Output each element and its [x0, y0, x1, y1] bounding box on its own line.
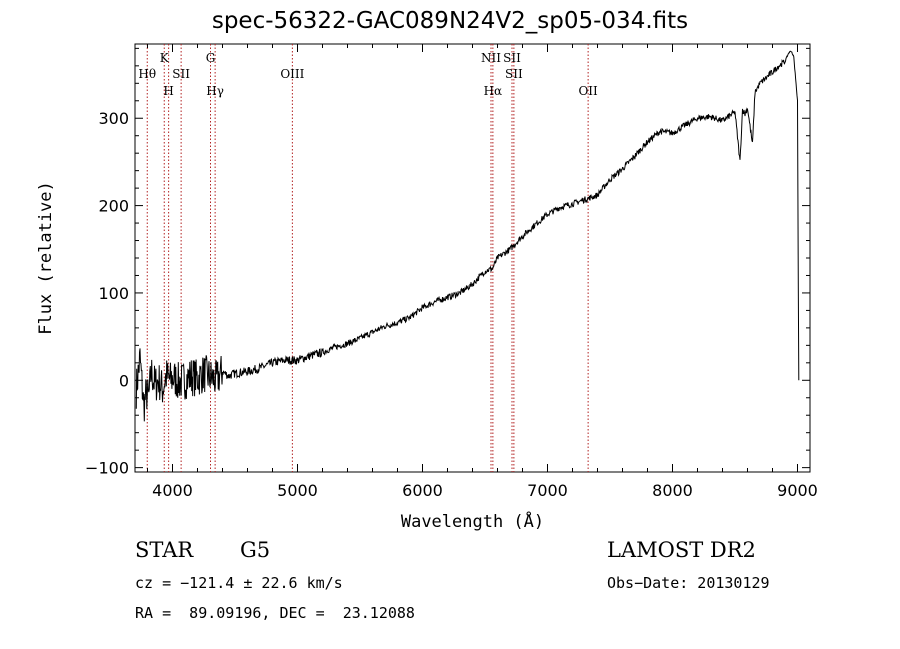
x-tick-label: 6000 — [402, 481, 443, 500]
emission-line-label: OIII — [280, 67, 304, 81]
plot-frame — [134, 43, 811, 473]
object-subclass: G5 — [240, 538, 271, 562]
x-axis-ticks: 4000 5000 6000 7000 8000 9000 — [147, 44, 818, 500]
x-axis-label: Wavelength (Å) — [400, 512, 545, 532]
emission-line-label: Hγ — [206, 84, 224, 98]
emission-line-label: SII — [503, 51, 521, 65]
emission-line-label: G — [206, 51, 216, 65]
emission-line-label: NII — [481, 51, 501, 65]
emission-line-label: Hα — [484, 84, 503, 98]
x-tick-label: 4000 — [152, 481, 193, 500]
emission-line-label: OII — [578, 84, 598, 98]
object-class: STAR — [135, 538, 194, 562]
observation-date: Obs−Date: 20130129 — [607, 574, 770, 592]
x-tick-label: 8000 — [652, 481, 693, 500]
y-tick-label: 0 — [119, 371, 129, 390]
y-axis-ticks: −100 0 100 200 300 — [85, 47, 810, 478]
emission-line-label: SII — [172, 67, 190, 81]
y-tick-label: 100 — [98, 284, 129, 303]
sky-coordinates: RA = 89.09196, DEC = 23.12088 — [135, 604, 415, 622]
redshift-velocity: cz = −121.4 ± 22.6 km/s — [135, 574, 343, 592]
y-axis-label: Flux (relative) — [36, 181, 56, 335]
emission-line-label: Hθ — [138, 67, 156, 81]
y-tick-label: −100 — [85, 459, 129, 478]
emission-line-label: SII — [505, 67, 523, 81]
x-tick-label: 5000 — [277, 481, 318, 500]
y-tick-label: 200 — [98, 197, 129, 216]
survey-name: LAMOST DR2 — [607, 538, 756, 562]
spectrum-line — [135, 50, 800, 422]
x-tick-label: 9000 — [777, 481, 818, 500]
y-tick-label: 300 — [98, 109, 129, 128]
emission-line-label: H — [163, 84, 173, 98]
x-tick-label: 7000 — [527, 481, 568, 500]
emission-line-markers — [146, 44, 589, 472]
emission-line-label: K — [160, 51, 170, 65]
chart-title: spec-56322-GAC089N24V2_sp05-034.fits — [211, 8, 689, 34]
